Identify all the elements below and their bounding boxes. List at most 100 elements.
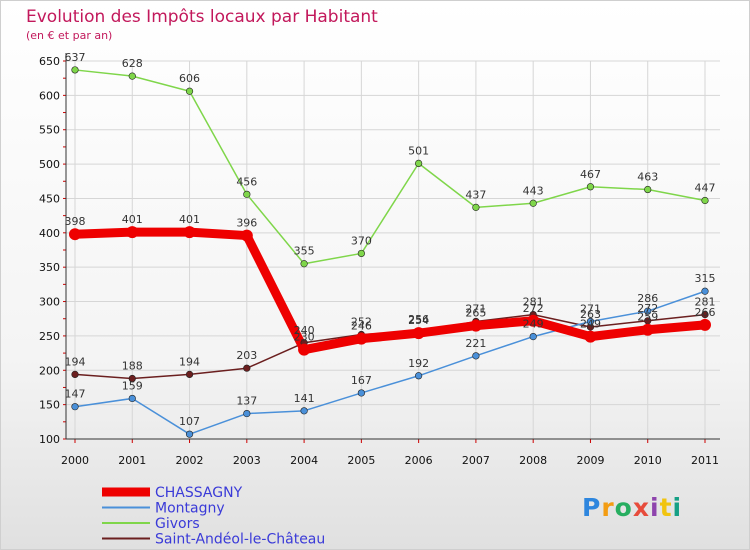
legend: CHASSAGNYMontagnyGivorsSaint-Andéol-le-C… (102, 485, 325, 548)
data-point-montagny (529, 332, 537, 341)
brand-letter: r (601, 493, 614, 522)
data-label-givors: 370 (351, 234, 372, 247)
y-tick-label: 300 (39, 296, 60, 309)
data-point-montagny (644, 307, 652, 315)
x-tick-label: 2010 (634, 454, 662, 467)
data-label-montagny: 137 (236, 395, 257, 408)
y-tick-label: 450 (39, 192, 60, 205)
data-point-chassagny (584, 330, 597, 343)
data-point-chassagny (183, 226, 196, 239)
data-point-givors (300, 260, 308, 268)
legend-label: Montagny (155, 501, 225, 517)
data-point-givors (185, 87, 194, 95)
data-label-montagny: 159 (122, 379, 143, 392)
y-tick-label: 100 (39, 433, 60, 446)
x-tick-label: 2001 (118, 454, 146, 467)
data-label-chassagny: 254 (408, 314, 429, 327)
data-label-givors: 606 (179, 72, 200, 85)
data-point-montagny (243, 409, 251, 418)
data-label-givors: 463 (637, 171, 658, 184)
legend-label: Givors (155, 516, 200, 532)
data-label-givors: 628 (122, 57, 143, 70)
data-point-chassagny (126, 226, 139, 239)
data-point-givors (243, 190, 251, 198)
data-point-montagny (472, 352, 480, 360)
x-tick-label: 2006 (405, 454, 433, 467)
data-point-montagny (185, 430, 194, 438)
y-tick-label: 150 (39, 399, 60, 412)
data-label-saint-and-ol-le-ch-teau: 240 (294, 324, 315, 337)
y-tick-label: 500 (39, 158, 60, 171)
data-point-chassagny (699, 318, 711, 331)
x-tick-label: 2004 (290, 454, 318, 467)
data-point-givors (357, 249, 365, 258)
data-point-montagny (586, 317, 595, 326)
data-points (69, 66, 711, 438)
data-point-givors (128, 72, 136, 80)
data-point-chassagny (69, 228, 81, 241)
data-point-givors (71, 66, 79, 74)
data-label-givors: 447 (695, 182, 716, 195)
data-label-montagny: 167 (351, 374, 372, 387)
data-point-chassagny (641, 323, 654, 336)
data-point-givors (644, 185, 652, 194)
data-point-montagny (701, 287, 709, 295)
data-label-montagny: 315 (695, 272, 716, 285)
series-line-givors (74, 69, 706, 265)
data-label-chassagny: 249 (580, 318, 601, 331)
data-point-givors (586, 183, 595, 191)
data-labels: 398 401 401 396 230 246 254 265 272 249 259 266 147 1… (65, 51, 716, 428)
y-tick-label: 550 (39, 124, 60, 137)
legend-label: Saint-Andéol-le-Château (155, 532, 325, 548)
x-tick-label: 2000 (61, 454, 89, 467)
data-label-chassagny: 272 (523, 302, 544, 315)
y-tick-label: 350 (39, 261, 60, 274)
data-label-givors: 443 (523, 184, 544, 197)
y-tick-label: 200 (39, 364, 60, 377)
data-point-montagny (357, 389, 365, 397)
data-label-saint-and-ol-le-ch-teau: 271 (465, 302, 486, 315)
data-label-montagny: 141 (294, 392, 315, 405)
brand-letter: x (633, 493, 650, 522)
svg-text:Proxiti: Proxiti (582, 493, 682, 522)
data-point-chassagny (298, 343, 311, 356)
data-label-montagny: 271 (580, 302, 601, 315)
data-label-saint-and-ol-le-ch-teau: 194 (179, 355, 200, 368)
data-label-saint-and-ol-le-ch-teau: 272 (637, 302, 658, 315)
y-tick-label: 250 (39, 330, 60, 343)
data-label-montagny: 221 (465, 337, 486, 350)
data-label-montagny: 286 (637, 292, 658, 305)
data-label-givors: 437 (465, 188, 486, 201)
data-label-givors: 355 (294, 245, 315, 258)
data-label-saint-and-ol-le-ch-teau: 256 (408, 313, 429, 326)
data-point-chassagny (527, 314, 540, 327)
data-point-saint-and-ol-le-ch-teau (701, 311, 709, 319)
data-label-givors: 467 (580, 168, 601, 181)
data-label-chassagny: 398 (65, 215, 86, 228)
data-label-chassagny: 401 (122, 213, 143, 226)
data-label-chassagny: 401 (179, 213, 200, 226)
data-label-saint-and-ol-le-ch-teau: 203 (236, 349, 257, 362)
data-label-saint-and-ol-le-ch-teau: 188 (122, 360, 143, 373)
data-point-chassagny (240, 229, 253, 242)
chart-title: Evolution des Impôts locaux par Habitant (26, 7, 378, 27)
data-label-chassagny: 230 (294, 331, 315, 344)
chart-subtitle: (en € et par an) (26, 29, 112, 42)
data-point-givors (472, 203, 480, 211)
x-tick-label: 2002 (176, 454, 204, 467)
data-label-montagny: 107 (179, 415, 200, 428)
data-label-saint-and-ol-le-ch-teau: 252 (351, 316, 372, 329)
data-point-saint-and-ol-le-ch-teau (243, 364, 251, 372)
data-label-givors: 637 (65, 51, 86, 64)
y-tick-label: 650 (39, 55, 60, 68)
data-label-saint-and-ol-le-ch-teau: 194 (65, 355, 86, 368)
data-point-givors (701, 196, 709, 205)
x-tick-label: 2009 (576, 454, 604, 467)
data-label-chassagny: 266 (695, 306, 716, 319)
data-label-saint-and-ol-le-ch-teau: 263 (580, 308, 601, 321)
data-point-chassagny (355, 332, 368, 345)
y-tick-label: 400 (39, 227, 60, 240)
data-label-givors: 501 (408, 144, 429, 157)
